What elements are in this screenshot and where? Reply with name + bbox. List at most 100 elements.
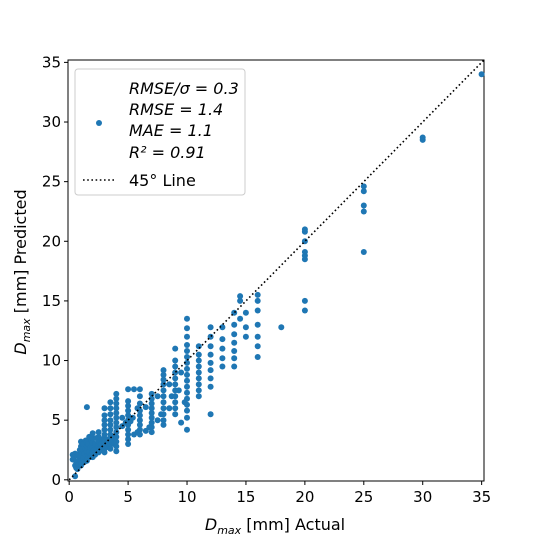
data-point-141 — [148, 419, 155, 426]
y-tick-label-5: 25 — [42, 173, 61, 191]
data-point-216 — [219, 355, 226, 362]
legend-45-line: 45° Line — [129, 171, 196, 190]
data-point-154 — [160, 405, 167, 412]
data-point-186 — [184, 383, 190, 390]
data-point-119 — [125, 398, 132, 405]
x-axis-ticks: 0 5 10 15 20 25 30 35 — [64, 481, 491, 506]
plot-area: 0 5 10 15 20 25 30 35 0 5 10 15 20 25 30 35 — [42, 53, 491, 506]
legend-mae: MAE = 1.1 — [129, 121, 213, 140]
data-point-178 — [178, 369, 185, 376]
data-point-239 — [254, 291, 261, 298]
data-point-143 — [148, 410, 155, 416]
data-point-181 — [184, 414, 190, 421]
data-point-173 — [172, 363, 179, 370]
data-point-189 — [184, 365, 190, 372]
data-point-180 — [184, 426, 190, 433]
data-point-214 — [207, 324, 214, 331]
data-point-199 — [195, 381, 202, 388]
data-point-242 — [301, 297, 308, 304]
data-point-117 — [125, 407, 132, 414]
data-point-195 — [184, 325, 190, 332]
data-point-218 — [219, 336, 226, 343]
data-point-228 — [237, 297, 244, 304]
data-point-185 — [184, 389, 190, 396]
data-point-118 — [125, 402, 132, 409]
data-point-87 — [107, 411, 114, 418]
data-point-80 — [107, 445, 114, 452]
data-point-184 — [184, 395, 190, 402]
data-point-232 — [242, 309, 249, 316]
data-point-194 — [184, 333, 190, 340]
data-point-206 — [207, 411, 214, 418]
plot-frame — [67, 59, 485, 482]
data-point-252 — [360, 188, 367, 195]
data-point-59 — [95, 429, 102, 436]
data-point-220 — [231, 363, 238, 370]
data-point-122 — [129, 414, 136, 421]
data-point-203 — [195, 357, 202, 364]
data-point-89 — [107, 399, 114, 406]
data-point-128 — [136, 426, 143, 433]
data-point-172 — [172, 369, 179, 376]
data-point-112 — [125, 431, 132, 438]
data-point-4 — [72, 473, 79, 480]
data-point-152 — [160, 417, 167, 424]
scatter-points — [69, 71, 485, 480]
data-point-221 — [231, 355, 238, 362]
x-tick-label-6: 30 — [413, 488, 432, 506]
data-point-124 — [131, 386, 137, 393]
data-point-158 — [160, 381, 167, 388]
data-point-88 — [107, 405, 114, 412]
data-point-191 — [184, 354, 190, 360]
data-point-234 — [254, 343, 261, 350]
data-point-226 — [231, 309, 238, 316]
legend-rmse-sigma: RMSE/σ = 0.3 — [129, 79, 239, 98]
data-point-183 — [184, 401, 190, 408]
data-point-85 — [107, 421, 114, 428]
data-point-133 — [136, 400, 143, 407]
data-point-165 — [172, 411, 179, 418]
data-point-251 — [360, 202, 367, 209]
data-point-235 — [254, 333, 261, 340]
data-point-100 — [113, 419, 120, 426]
data-point-177 — [178, 419, 185, 426]
data-point-161 — [160, 367, 167, 374]
data-point-241 — [301, 307, 308, 314]
data-point-101 — [113, 414, 120, 421]
data-point-75 — [101, 405, 108, 412]
x-tick-label-2: 10 — [177, 488, 196, 506]
data-point-47 — [89, 430, 96, 437]
data-point-225 — [231, 321, 238, 328]
x-tick-label-5: 25 — [354, 488, 373, 506]
data-point-96 — [113, 438, 120, 445]
data-point-229 — [237, 293, 244, 300]
x-axis-label-main: D — [205, 515, 217, 534]
data-point-202 — [195, 363, 202, 370]
x-tick-label-4: 20 — [295, 488, 314, 506]
y-tick-label-2: 10 — [42, 352, 61, 370]
data-point-233 — [254, 354, 261, 360]
data-point-204 — [195, 351, 202, 358]
data-point-188 — [184, 371, 190, 378]
data-point-219 — [219, 324, 226, 331]
data-point-156 — [160, 393, 167, 400]
data-point-212 — [207, 343, 214, 350]
x-tick-label-7: 35 — [472, 488, 491, 506]
45-degree-line — [68, 59, 485, 481]
data-point-256 — [478, 71, 485, 78]
x-axis-label: Dmax [mm] Actual — [205, 515, 345, 537]
data-point-159 — [160, 376, 167, 383]
data-point-160 — [160, 371, 167, 378]
data-point-193 — [184, 342, 190, 348]
x-axis-label-sub: max — [217, 524, 241, 537]
data-point-153 — [160, 411, 167, 418]
data-point-250 — [360, 208, 367, 215]
data-point-99 — [113, 424, 120, 431]
data-point-255 — [419, 134, 426, 141]
data-point-192 — [184, 348, 190, 354]
data-point-215 — [219, 363, 226, 370]
data-point-113 — [125, 426, 132, 433]
y-tick-label-1: 5 — [51, 411, 61, 429]
y-axis-label: Dmax [mm] Predicted — [11, 189, 33, 354]
